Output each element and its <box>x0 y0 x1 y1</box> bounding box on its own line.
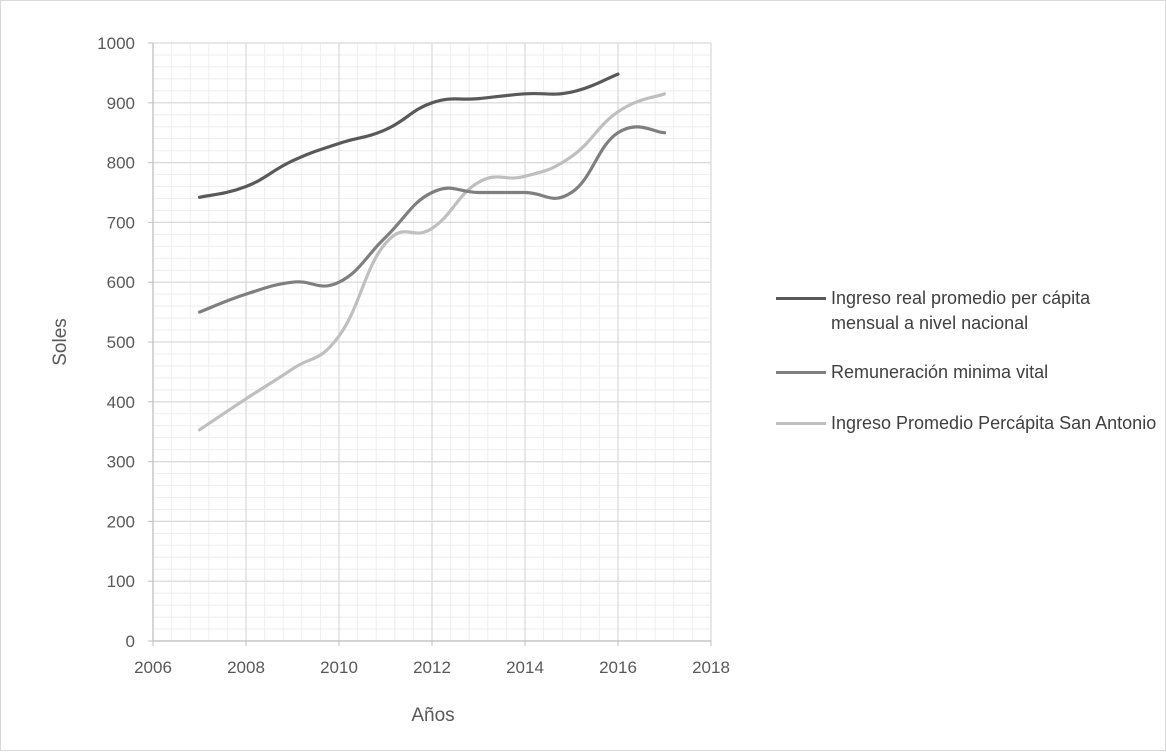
y-tick-label: 800 <box>107 154 135 173</box>
series-line-3 <box>197 92 667 432</box>
x-tick-label: 2008 <box>227 658 265 677</box>
series-lines <box>197 72 667 432</box>
y-axis-title: Soles <box>50 318 71 366</box>
x-axis-title: Años <box>411 705 454 726</box>
legend-label-2: Remuneración minima vital <box>831 362 1049 382</box>
tick-labels: 2006 2008 2010 2012 2014 2016 2018 0 100 200 300 40… <box>97 34 730 677</box>
y-tick-label: 0 <box>126 632 135 651</box>
y-tick-label: 300 <box>107 453 135 472</box>
y-tick-label: 200 <box>107 512 135 531</box>
series-line-2 <box>197 125 667 314</box>
legend-swatch-2 <box>776 371 826 374</box>
y-tick-label: 900 <box>107 94 135 113</box>
x-tick-label: 2016 <box>599 658 637 677</box>
legend-item-series-3: Ingreso Promedio Percápita San Antonio <box>776 411 1161 436</box>
legend-item-series-2: Remuneración minima vital <box>776 360 1161 385</box>
y-tick-label: 700 <box>107 213 135 232</box>
y-tick-label: 100 <box>107 572 135 591</box>
legend-label-3: Ingreso Promedio Percápita San Antonio <box>831 413 1157 433</box>
x-tick-label: 2014 <box>506 658 544 677</box>
y-tick-label: 500 <box>107 333 135 352</box>
series-line-1 <box>197 72 620 199</box>
x-tick-label: 2018 <box>692 658 730 677</box>
legend-swatch-1 <box>776 297 826 300</box>
x-tick-label: 2012 <box>413 658 451 677</box>
y-tick-label: 600 <box>107 273 135 292</box>
legend-label-1: Ingreso real promedio per cápita mensual… <box>831 288 1091 333</box>
y-tick-label: 1000 <box>97 34 135 53</box>
axes <box>148 42 712 646</box>
legend: Ingreso real promedio per cápita mensual… <box>776 286 1161 462</box>
x-tick-label: 2010 <box>320 658 358 677</box>
legend-item-series-1: Ingreso real promedio per cápita mensual… <box>776 286 1161 336</box>
legend-swatch-3 <box>776 422 826 425</box>
gridlines <box>152 42 712 642</box>
x-tick-label: 2006 <box>134 658 172 677</box>
y-tick-label: 400 <box>107 393 135 412</box>
